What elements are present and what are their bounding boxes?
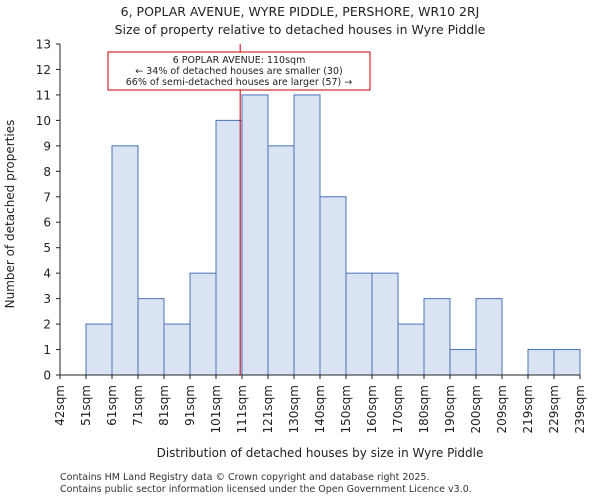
x-tick-label: 130sqm: [287, 385, 301, 433]
bar-61sqm: [111, 145, 139, 376]
chart-subtitle: Size of property relative to detached ho…: [114, 22, 486, 37]
x-tick-label: 170sqm: [391, 385, 405, 433]
bar-130sqm: [293, 94, 321, 376]
y-tick-label: 8: [43, 165, 51, 179]
bar-121sqm: [267, 145, 295, 376]
bar-81sqm: [163, 323, 191, 376]
y-axis-label: Number of detached properties: [3, 120, 17, 309]
bar-170sqm: [397, 323, 425, 376]
x-tick-label: 140sqm: [313, 385, 327, 433]
x-tick-label: 51sqm: [79, 385, 93, 426]
bar-160sqm: [371, 272, 399, 376]
y-tick-label: 5: [43, 241, 51, 255]
y-tick-label: 0: [43, 369, 51, 383]
y-tick-label: 3: [43, 292, 51, 306]
bar-200sqm: [475, 298, 503, 376]
footer-copyright: Contains HM Land Registry data © Crown c…: [60, 472, 430, 483]
y-tick-label: 12: [36, 63, 51, 77]
annotation-line-2: ← 34% of detached houses are smaller (30…: [135, 66, 342, 77]
x-tick-label: 111sqm: [235, 385, 249, 433]
bar-150sqm: [345, 272, 373, 376]
x-tick-label: 229sqm: [547, 385, 561, 433]
annotation-box: 6 POPLAR AVENUE: 110sqm ← 34% of detache…: [107, 51, 371, 91]
x-tick-label: 91sqm: [183, 385, 197, 426]
x-tick-label: 121sqm: [261, 385, 275, 433]
x-tick-label: 219sqm: [521, 385, 535, 433]
x-axis-label: Distribution of detached houses by size …: [157, 446, 484, 460]
bar-111sqm: [241, 94, 269, 376]
y-tick-label: 7: [43, 190, 51, 204]
bar-51sqm: [85, 323, 113, 376]
x-tick-label: 150sqm: [339, 385, 353, 433]
y-tick-label: 13: [36, 38, 51, 52]
y-tick-label: 2: [43, 318, 51, 332]
bar-229sqm: [553, 349, 581, 376]
x-tick-label: 190sqm: [443, 385, 457, 433]
x-tick-label: 42sqm: [53, 385, 67, 426]
bar-180sqm: [423, 298, 451, 376]
y-tick-label: 9: [43, 139, 51, 153]
chart-title: 6, POPLAR AVENUE, WYRE PIDDLE, PERSHORE,…: [120, 4, 480, 19]
annotation-line-3: 66% of semi-detached houses are larger (…: [126, 77, 353, 88]
x-tick-label: 81sqm: [157, 385, 171, 426]
x-tick-label: 239sqm: [573, 385, 587, 433]
y-tick-label: 1: [43, 343, 51, 357]
y-tick-label: 4: [43, 267, 51, 281]
y-tick-label: 10: [36, 114, 51, 128]
y-tick-label: 6: [43, 216, 51, 230]
bar-91sqm: [189, 272, 217, 376]
bar-101sqm: [215, 119, 243, 376]
x-tick-label: 200sqm: [469, 385, 483, 433]
x-tick-label: 180sqm: [417, 385, 431, 433]
bar-219sqm: [527, 349, 555, 376]
x-tick-label: 101sqm: [209, 385, 223, 433]
bar-190sqm: [449, 349, 477, 376]
x-tick-label: 61sqm: [105, 385, 119, 426]
bar-71sqm: [137, 298, 165, 376]
bar-140sqm: [319, 196, 347, 376]
footer-licence: Contains public sector information licen…: [60, 484, 472, 495]
y-tick-label: 11: [36, 88, 51, 102]
x-tick-label: 209sqm: [495, 385, 509, 433]
annotation-line-1: 6 POPLAR AVENUE: 110sqm: [173, 55, 306, 66]
x-tick-label: 71sqm: [131, 385, 145, 426]
x-tick-label: 160sqm: [365, 385, 379, 433]
